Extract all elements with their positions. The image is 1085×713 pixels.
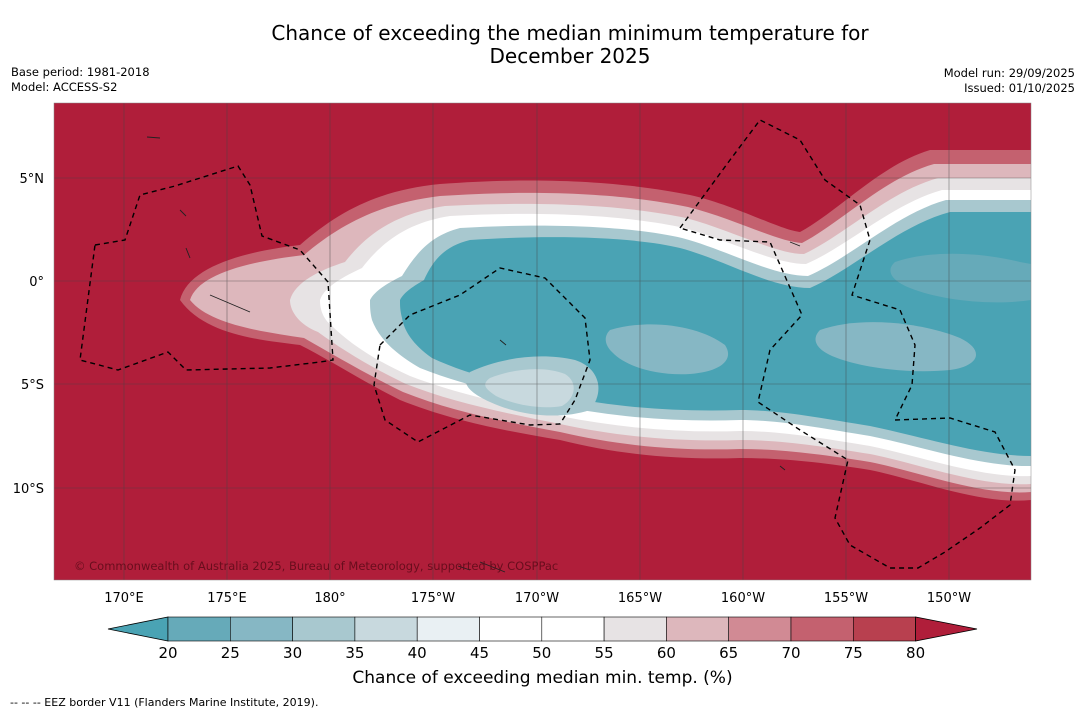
- lon-label: 180°: [314, 591, 345, 606]
- base-period: Base period: 1981-2018: [11, 65, 150, 79]
- colorbar-segment: [292, 616, 356, 642]
- map-title: Chance of exceeding the median minimum t…: [0, 22, 1085, 68]
- colorbar-segment: [167, 616, 231, 642]
- island-tarawa: [146, 136, 161, 139]
- colorbar-segment: [541, 616, 605, 642]
- island-nonouti: [185, 247, 191, 259]
- metadata-left: Base period: 1981-2018 Model: ACCESS-S2: [11, 65, 150, 95]
- patch-40: [485, 369, 574, 408]
- eez-border-line-islands: [678, 119, 1016, 569]
- title-line-2: December 2025: [489, 44, 651, 68]
- island-cook: [779, 465, 786, 471]
- lon-label: 155°W: [824, 591, 868, 606]
- lon-label: 165°W: [618, 591, 662, 606]
- issued-date: Issued: 01/10/2025: [964, 81, 1075, 95]
- island-samoa: [457, 565, 471, 571]
- island-tokelau: [479, 561, 506, 573]
- longitude-labels: 170°E 175°E 180° 175°W 170°W 165°W 160°W…: [104, 591, 971, 606]
- latitude-labels: 5°N 0° 5°S 10°S: [13, 172, 44, 497]
- eez-footnote: -- -- -- EEZ border V11 (Flanders Marine…: [10, 696, 319, 709]
- lon-label: 170°W: [515, 591, 559, 606]
- colorbar-segment: [230, 616, 293, 642]
- colorbar-tick-label: 55: [595, 644, 614, 662]
- lon-label: 150°W: [927, 591, 971, 606]
- lat-label: 5°S: [21, 378, 44, 393]
- colorbar-segment: [354, 616, 418, 642]
- eez-border-phoenix: [373, 267, 591, 443]
- lat-label: 0°: [29, 275, 44, 290]
- colorbar-tick-label: 45: [470, 644, 489, 662]
- colorbar-tick-label: 75: [844, 644, 863, 662]
- colorbar-segment: [852, 616, 916, 642]
- colorbar-tick-label: 30: [283, 644, 302, 662]
- lon-label: 175°E: [207, 591, 247, 606]
- island-kanton: [499, 339, 507, 346]
- colorbar-tick-label: 25: [221, 644, 240, 662]
- lat-label: 5°N: [20, 172, 45, 187]
- colorbar-segment: [479, 616, 543, 642]
- colorbar-segment: [790, 616, 854, 642]
- colorbar-extend-high: [915, 616, 978, 642]
- title-line-1: Chance of exceeding the median minimum t…: [271, 21, 869, 45]
- gridlines: [54, 103, 1031, 580]
- colorbar-segment: [666, 616, 730, 642]
- island-tuvalu: [209, 294, 251, 313]
- patch-30: [605, 324, 729, 375]
- lat-label: 10°S: [13, 482, 44, 497]
- colorbar-segment: [416, 616, 480, 642]
- colorbar-tick-label: 50: [532, 644, 551, 662]
- lon-label: 175°W: [411, 591, 455, 606]
- colorbar-segment: [728, 616, 792, 642]
- island-abaiang: [179, 209, 187, 217]
- colorbar-tick-label: 20: [158, 644, 177, 662]
- colorbar-tick-label: 70: [781, 644, 800, 662]
- lon-label: 160°W: [721, 591, 765, 606]
- colorbar-tick-label: 65: [719, 644, 738, 662]
- colorbar-tick-label: 80: [906, 644, 925, 662]
- islands: [146, 136, 801, 573]
- lon-label: 170°E: [104, 591, 144, 606]
- colorbar-tick-label: 35: [345, 644, 364, 662]
- colorbar-ticks: 20 25 30 35 40 45 50 55 60 65 70 75 80: [158, 644, 925, 662]
- colorbar-tick-label: 60: [657, 644, 676, 662]
- model-name: Model: ACCESS-S2: [11, 80, 118, 94]
- island-kiritimati: [789, 241, 801, 247]
- copyright-notice: © Commonwealth of Australia 2025, Bureau…: [74, 559, 559, 573]
- colorbar-tick-label: 40: [408, 644, 427, 662]
- patch-30b: [815, 322, 977, 372]
- model-run: Model run: 29/09/2025: [943, 66, 1075, 80]
- colorbar-segment: [603, 616, 667, 642]
- colorbar: [107, 616, 978, 642]
- eez-borders: [79, 119, 1016, 569]
- map-frame: [53, 102, 1032, 581]
- patch-25: [890, 253, 1031, 303]
- colorbar-extend-low: [107, 616, 169, 642]
- map-area: [54, 103, 1031, 580]
- colorbar-label: Chance of exceeding median min. temp. (%…: [352, 668, 733, 688]
- metadata-right: Model run: 29/09/2025 Issued: 01/10/2025: [944, 66, 1075, 96]
- eez-border-kiribati-gilbert: [79, 165, 334, 371]
